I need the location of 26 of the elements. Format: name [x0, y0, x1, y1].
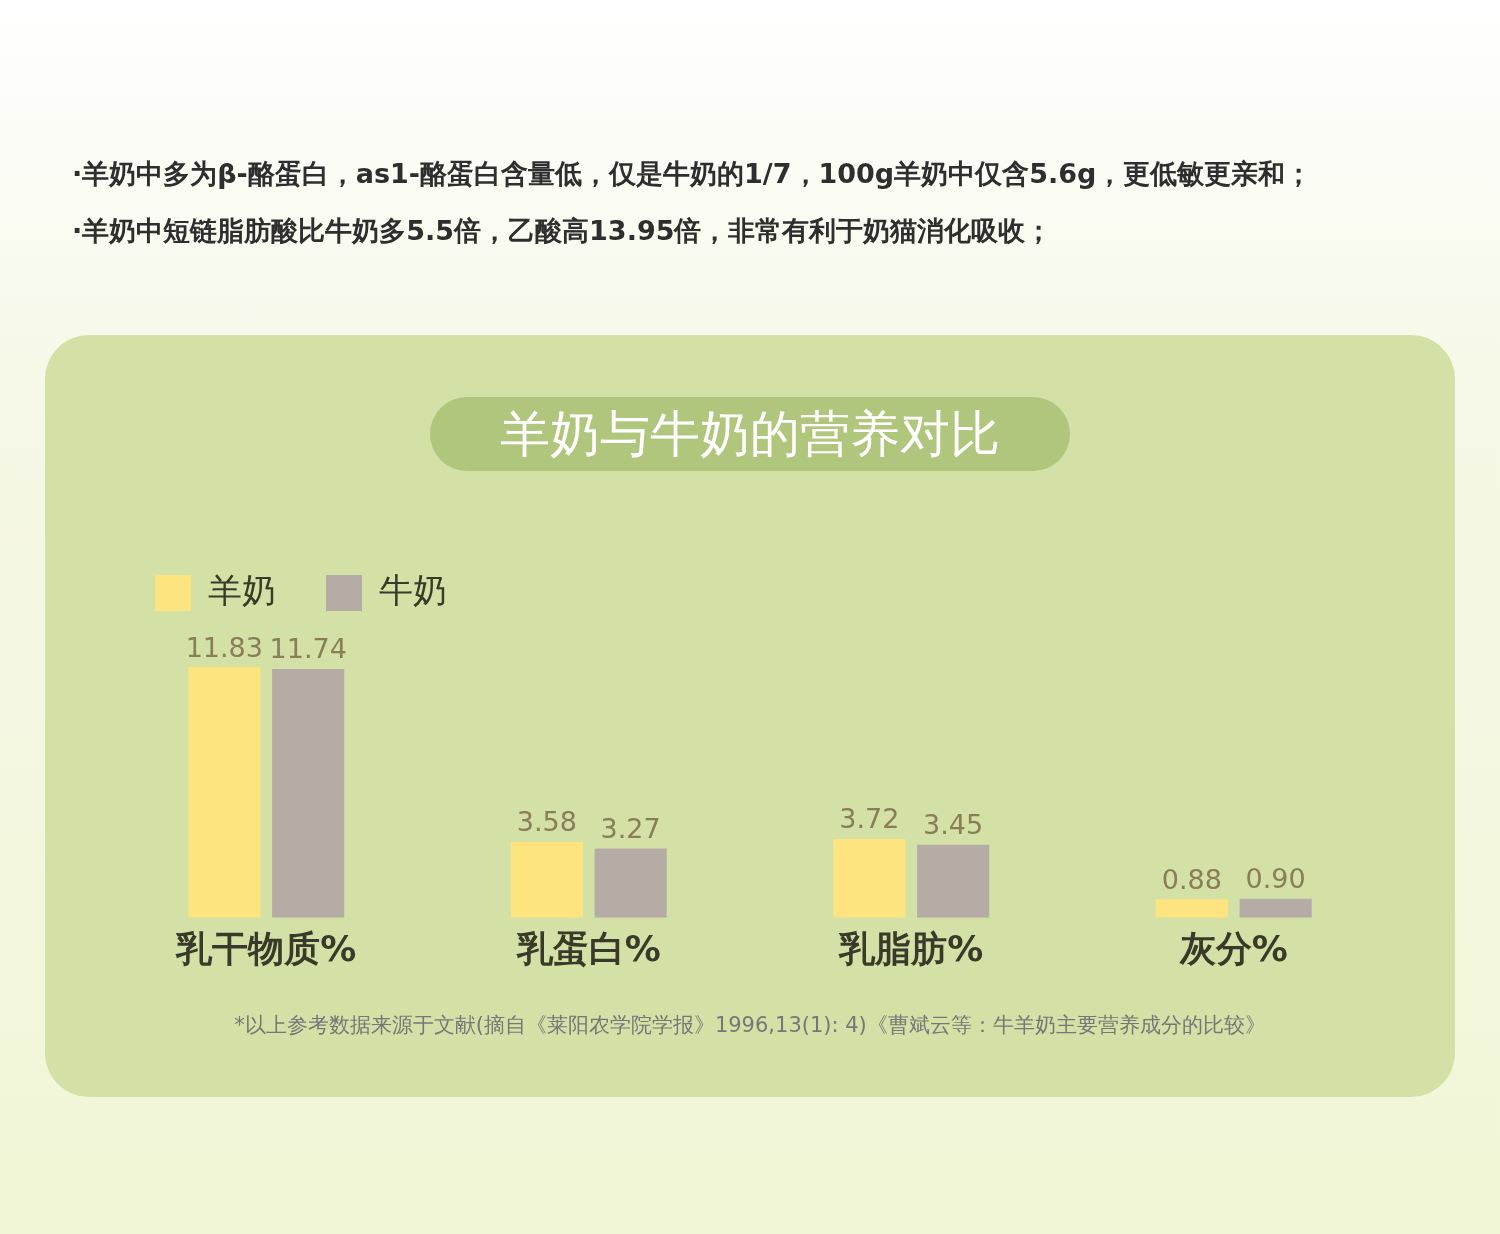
bar — [188, 667, 261, 918]
chart-title: 羊奶与牛奶的营养对比 — [430, 397, 1070, 471]
text: ·羊奶中多为β-酪蛋白，as1-酪蛋白含量低，仅是牛奶的1/7，100g羊奶中仅含5.6g，更低敏更亲和； — [72, 157, 1314, 191]
x-tick-label: 灰分% — [1178, 927, 1288, 969]
x-tick-label: 乳脂肪% — [838, 927, 984, 969]
text: *以上参考数据来源于文献(摘自《莱阳农学院学报》1996,13(1): 4)《曹斌云等：牛羊奶主要营养成分的比较》 — [233, 1012, 1267, 1039]
bar — [1155, 899, 1228, 918]
data-label: 3.45 — [923, 809, 984, 841]
legend-label: 羊奶 — [208, 569, 276, 610]
data-label: 3.72 — [839, 803, 900, 835]
data-label: 11.74 — [269, 633, 347, 665]
x-tick-label: 乳干物质% — [175, 927, 357, 969]
bar — [917, 844, 990, 918]
data-label: 0.88 — [1161, 863, 1222, 895]
text: ·羊奶中短链脂肪酸比牛奶多5.5倍，乙酸高13.95倍，非常有利于奶猫消化吸收； — [72, 214, 1054, 248]
data-label: 3.58 — [516, 806, 577, 838]
bar — [594, 848, 667, 918]
x-tick-label: 乳蛋白% — [515, 927, 661, 969]
data-label: 3.27 — [600, 812, 661, 844]
data-label: 0.90 — [1245, 863, 1306, 895]
bar — [272, 668, 345, 918]
bar — [510, 841, 583, 918]
data-label: 11.83 — [185, 631, 263, 663]
bar — [833, 838, 906, 918]
bar — [1239, 898, 1312, 918]
legend-label: 牛奶 — [379, 569, 447, 610]
